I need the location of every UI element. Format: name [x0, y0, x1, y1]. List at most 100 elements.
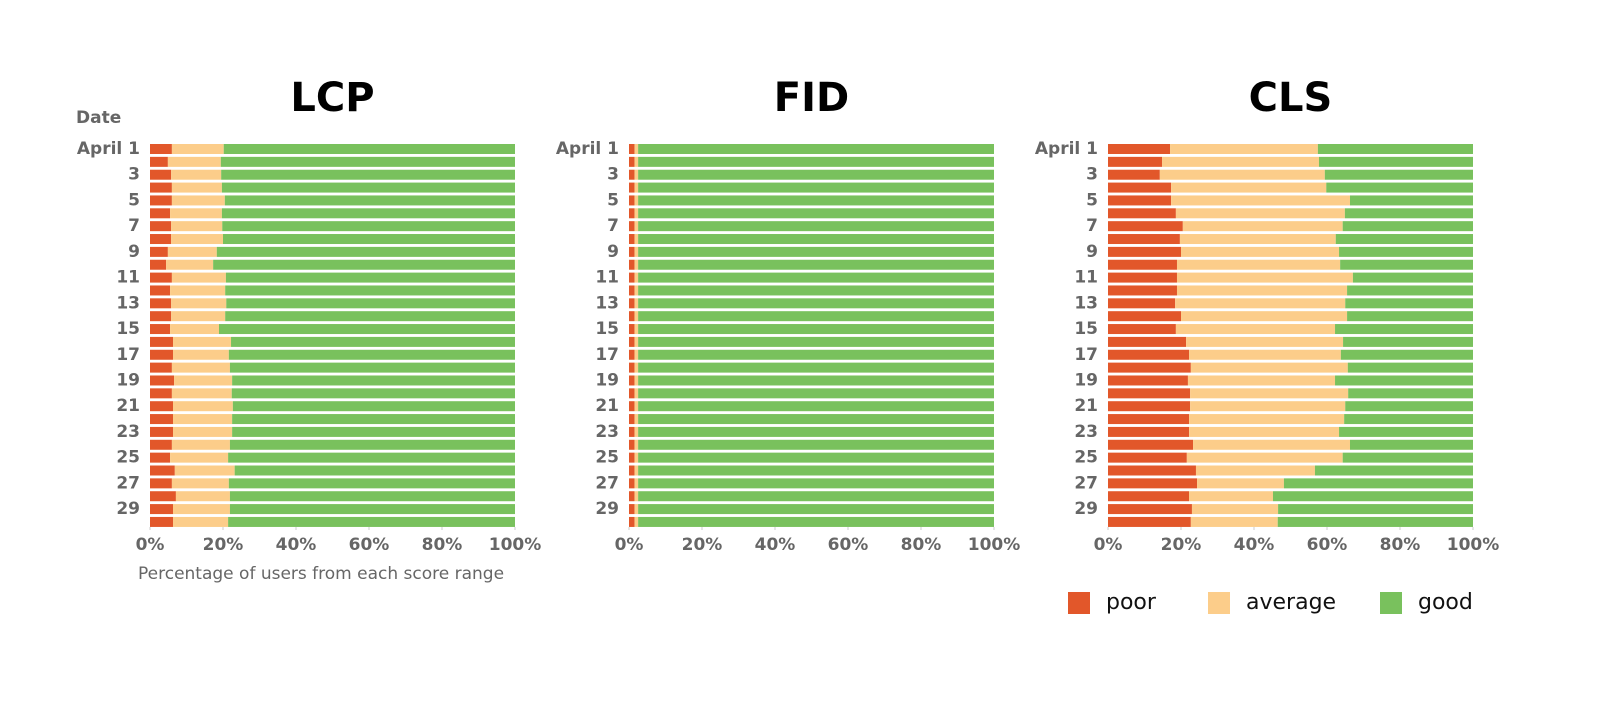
y-tick-label: April 1 [556, 139, 619, 159]
bar-segment [150, 234, 172, 245]
bar-segment [638, 182, 994, 193]
bar-segment [167, 246, 217, 257]
bar-segment [171, 388, 232, 399]
bar-segment [638, 439, 994, 450]
bar-segment [171, 439, 230, 450]
bar-segment [150, 375, 175, 386]
bar-segment [1339, 246, 1473, 257]
bar-segment [225, 285, 515, 296]
bar-segment [232, 426, 515, 437]
y-tick-label: April 1 [77, 139, 140, 159]
bar-segment [634, 465, 639, 476]
bar-segment [638, 491, 994, 502]
bar-segment [150, 246, 168, 257]
bar-segment [170, 285, 226, 296]
y-tick-label: 25 [1074, 448, 1098, 468]
bar-segment [1108, 465, 1196, 476]
bar-segment [1343, 336, 1473, 347]
bar-segment [629, 426, 635, 437]
bar-segment [171, 195, 225, 206]
bar-segment [638, 195, 994, 206]
bar-segment [166, 259, 214, 270]
bar-segment [634, 491, 639, 502]
bar-segment [629, 336, 635, 347]
legend-label: average [1246, 590, 1336, 615]
bar-segment [174, 465, 235, 476]
bar-segment [638, 452, 994, 463]
y-tick-label: 29 [1074, 499, 1098, 519]
y-tick-label: 3 [607, 165, 619, 185]
bar-segment [226, 298, 515, 309]
bar-segment [1108, 388, 1191, 399]
bar-segment [150, 182, 172, 193]
bar-segment [638, 298, 994, 309]
bar-segment [629, 439, 635, 450]
bar-segment [229, 491, 515, 502]
bar-segment [1108, 169, 1160, 180]
y-tick-label: 15 [1074, 319, 1098, 339]
bar-segment [172, 401, 233, 412]
bar-segment [634, 195, 639, 206]
bar-segment [171, 298, 227, 309]
bar-segment [1175, 298, 1346, 309]
legend-swatch [1380, 592, 1402, 614]
y-tick-label: 19 [116, 370, 140, 390]
bar-segment [1344, 414, 1473, 425]
bar-segment [1182, 221, 1343, 232]
bar-segment [629, 156, 635, 167]
bar-segment [1108, 272, 1177, 283]
bar-segment [1108, 426, 1190, 437]
bar-segment [150, 478, 172, 489]
bar-segment [1344, 208, 1473, 219]
bar-segment [174, 375, 233, 386]
bar-segment [634, 336, 639, 347]
bar-segment [629, 478, 635, 489]
bar-segment [150, 452, 171, 463]
bar-segment [221, 182, 515, 193]
bar-segment [228, 452, 516, 463]
bar-segment [1108, 221, 1183, 232]
bar-segment [634, 414, 639, 425]
bar-segment [629, 144, 635, 154]
bar-segment [232, 414, 515, 425]
bar-segment [150, 221, 172, 232]
bar-segment [150, 516, 173, 527]
y-tick-label: 5 [128, 190, 140, 210]
bar-segment [225, 272, 516, 283]
x-tick-label: 20% [682, 535, 723, 555]
y-tick-label: 7 [1086, 216, 1098, 236]
bar-segment [1186, 336, 1344, 347]
bar-segment [638, 401, 994, 412]
bar-segment [634, 311, 639, 322]
bar-segment [629, 298, 635, 309]
bar-segment [1335, 324, 1473, 335]
x-tick-label: 60% [349, 535, 390, 555]
bar-segment [1108, 452, 1187, 463]
bar-segment [150, 285, 171, 296]
bar-segment [229, 439, 515, 450]
bar-segment [150, 169, 172, 180]
bar-segment [629, 259, 635, 270]
y-tick-label: 3 [1086, 165, 1098, 185]
bar-segment [172, 349, 229, 360]
y-tick-label: 27 [1074, 473, 1098, 493]
bar-segment [638, 465, 994, 476]
y-tick-label: 21 [116, 396, 140, 416]
x-tick-label: 100% [1447, 535, 1500, 555]
y-tick-label: 27 [116, 473, 140, 493]
bar-segment [172, 414, 233, 425]
bar-segment [1189, 491, 1273, 502]
bar-segment [1186, 452, 1343, 463]
x-tick-label: 20% [1161, 535, 1202, 555]
bar-segment [1108, 478, 1198, 489]
bar-segment [1181, 311, 1348, 322]
bar-segment [1108, 401, 1191, 412]
bar-segment [1342, 221, 1473, 232]
bar-segment [1108, 285, 1177, 296]
y-tick-label: 21 [1074, 396, 1098, 416]
bar-segment [1324, 169, 1473, 180]
bar-segment [231, 336, 515, 347]
bar-segment [231, 388, 515, 399]
bar-segment [223, 234, 515, 245]
bar-segment [150, 324, 171, 335]
